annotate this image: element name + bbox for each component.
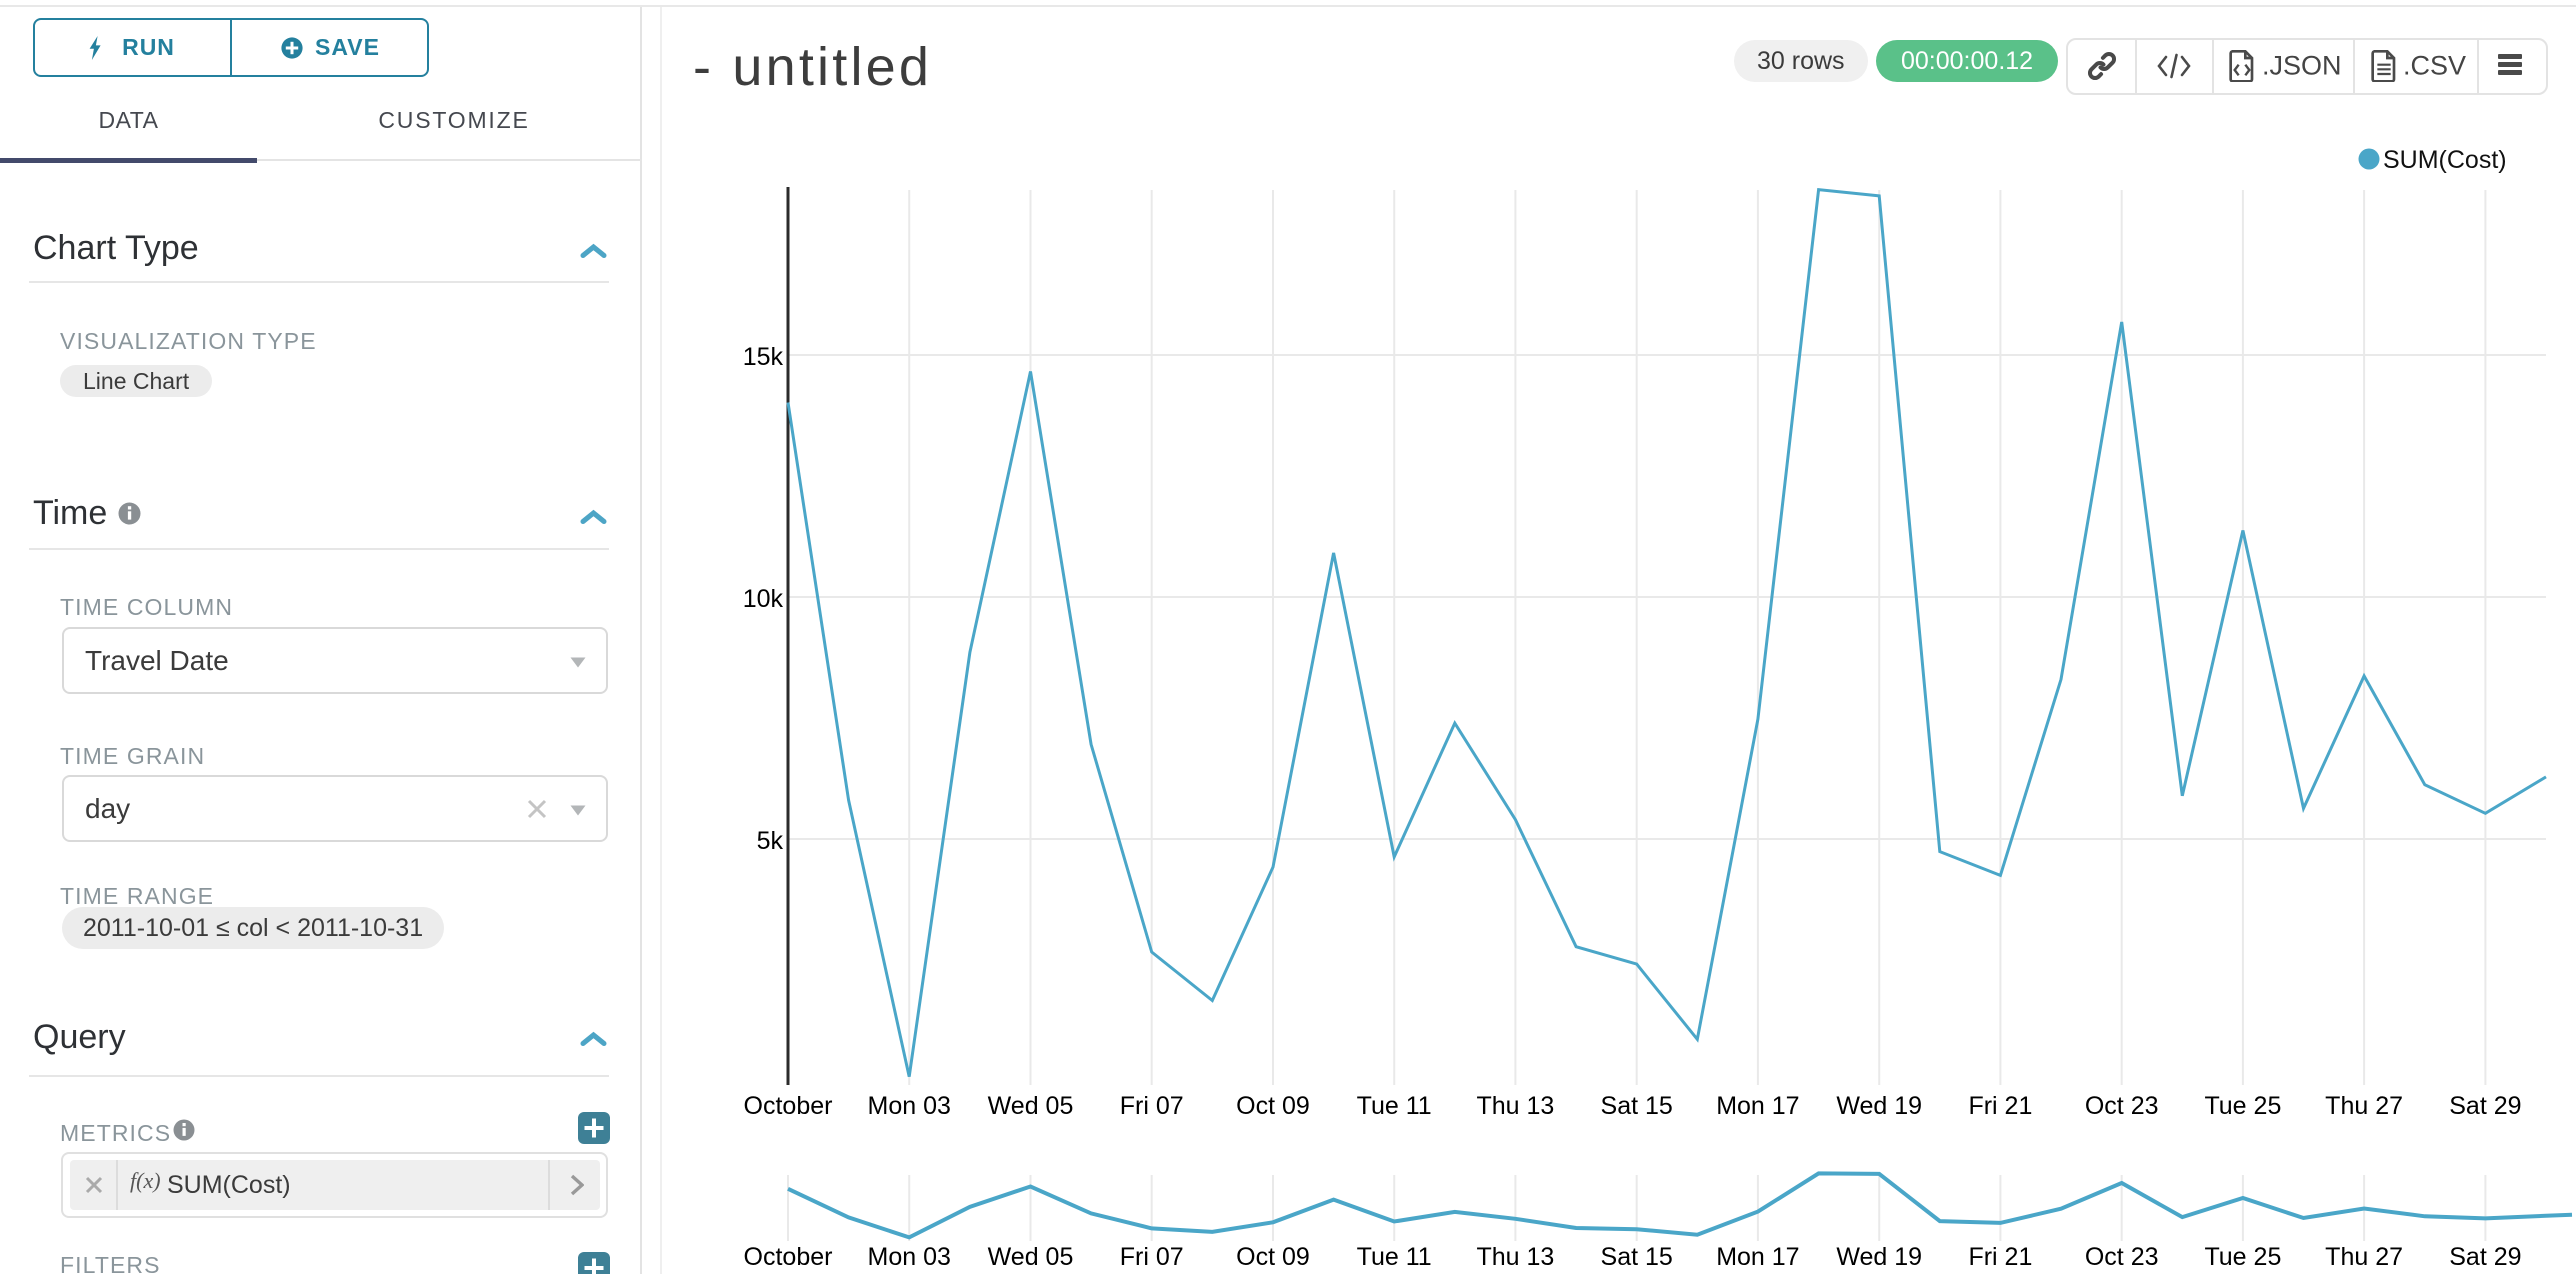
- svg-text:Wed 05: Wed 05: [988, 1243, 1074, 1271]
- svg-text:Fri 07: Fri 07: [1120, 1243, 1184, 1271]
- svg-text:Mon 17: Mon 17: [1716, 1243, 1799, 1271]
- svg-text:15k: 15k: [743, 343, 784, 371]
- svg-text:Mon 03: Mon 03: [868, 1092, 951, 1120]
- svg-text:Sat 29: Sat 29: [2449, 1243, 2521, 1271]
- svg-text:October: October: [744, 1243, 833, 1271]
- svg-text:Oct 23: Oct 23: [2085, 1243, 2159, 1271]
- svg-text:Wed 19: Wed 19: [1836, 1243, 1922, 1271]
- svg-text:Tue 25: Tue 25: [2204, 1243, 2281, 1271]
- svg-text:Sat 15: Sat 15: [1601, 1243, 1673, 1271]
- svg-text:Thu 27: Thu 27: [2325, 1243, 2403, 1271]
- svg-text:Tue 11: Tue 11: [1357, 1092, 1432, 1120]
- svg-text:Tue 11: Tue 11: [1357, 1243, 1432, 1271]
- svg-text:Wed 05: Wed 05: [988, 1092, 1074, 1120]
- svg-text:Fri 21: Fri 21: [1968, 1092, 2032, 1120]
- svg-text:Thu 27: Thu 27: [2325, 1092, 2403, 1120]
- svg-text:Oct 09: Oct 09: [1236, 1243, 1310, 1271]
- svg-text:Thu 13: Thu 13: [1476, 1243, 1554, 1271]
- svg-text:Mon 03: Mon 03: [868, 1243, 951, 1271]
- svg-text:Wed 19: Wed 19: [1836, 1092, 1922, 1120]
- svg-text:5k: 5k: [757, 827, 784, 855]
- svg-text:October: October: [744, 1092, 833, 1120]
- svg-text:Oct 23: Oct 23: [2085, 1092, 2159, 1120]
- svg-text:Mon 17: Mon 17: [1716, 1092, 1799, 1120]
- svg-text:Fri 21: Fri 21: [1968, 1243, 2032, 1271]
- svg-text:Thu 13: Thu 13: [1476, 1092, 1554, 1120]
- svg-text:Tue 25: Tue 25: [2204, 1092, 2281, 1120]
- svg-text:Oct 09: Oct 09: [1236, 1092, 1310, 1120]
- svg-text:Sat 15: Sat 15: [1601, 1092, 1673, 1120]
- svg-text:Fri 07: Fri 07: [1120, 1092, 1184, 1120]
- svg-text:SUM(Cost): SUM(Cost): [2383, 146, 2507, 174]
- svg-text:10k: 10k: [743, 585, 784, 613]
- svg-text:Sat 29: Sat 29: [2449, 1092, 2521, 1120]
